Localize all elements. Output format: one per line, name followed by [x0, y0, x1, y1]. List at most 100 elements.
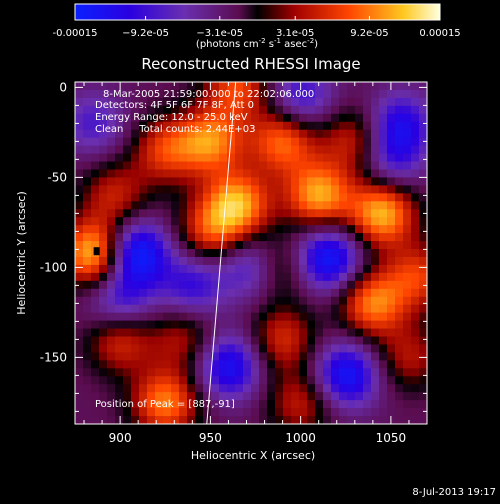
heatmap-cell [347, 368, 356, 377]
heatmap-cell [187, 368, 196, 377]
heatmap-cell [147, 336, 156, 346]
heatmap-cell [411, 368, 420, 377]
heatmap-cell [371, 137, 380, 147]
heatmap-cell [403, 249, 412, 258]
heatmap-cell [307, 177, 316, 186]
heatmap-cell [147, 137, 156, 147]
heatmap-cell [195, 105, 204, 115]
heatmap-cell [283, 113, 292, 123]
heatmap-cell [291, 352, 300, 361]
heatmap-cell [155, 145, 164, 155]
heatmap-cell [315, 392, 324, 401]
heatmap-cell [115, 209, 124, 218]
heatmap-cell [83, 217, 92, 226]
heatmap-cell [267, 121, 276, 131]
heatmap-cell [339, 169, 348, 179]
heatmap-cell [379, 82, 388, 91]
heatmap-cell [155, 416, 164, 424]
heatmap-cell [283, 376, 292, 385]
heatmap-cell [131, 360, 140, 369]
heatmap-cell [347, 304, 356, 314]
heatmap-cell [275, 400, 284, 409]
heatmap-cell [323, 400, 332, 409]
heatmap-cell [283, 97, 292, 107]
heatmap-cell [163, 225, 172, 234]
heatmap-cell [211, 344, 220, 354]
heatmap-cell [291, 193, 300, 202]
heatmap-cell [315, 233, 324, 242]
heatmap-cell [123, 185, 132, 194]
heatmap-cell [251, 416, 260, 424]
heatmap-cell [379, 256, 388, 266]
heatmap-cell [227, 392, 236, 401]
heatmap-cell [235, 82, 244, 91]
heatmap-cell [171, 328, 180, 338]
heatmap-cell [307, 241, 316, 250]
heatmap-cell [179, 384, 188, 393]
heatmap-cell [363, 368, 372, 377]
heatmap-cell [379, 177, 388, 186]
heatmap-cell [91, 177, 100, 186]
heatmap-cell [219, 201, 228, 210]
heatmap-cell [339, 161, 348, 171]
heatmap-cell [219, 97, 228, 107]
heatmap-cell [235, 288, 244, 298]
heatmap-cell [219, 336, 228, 346]
heatmap-cell [355, 225, 364, 234]
heatmap-cell [331, 256, 340, 266]
heatmap-cell [235, 145, 244, 155]
heatmap-cell [99, 249, 108, 258]
heatmap-cell [91, 272, 100, 282]
heatmap-cell [147, 256, 156, 266]
heatmap-cell [267, 137, 276, 147]
heatmap-cell [227, 256, 236, 266]
heatmap-cell [371, 280, 380, 290]
heatmap-cell [195, 320, 204, 330]
heatmap-cell [243, 312, 252, 322]
heatmap-cell [195, 121, 204, 131]
heatmap-cell [243, 121, 252, 131]
heatmap-cell [411, 121, 420, 131]
heatmap-cell [275, 153, 284, 163]
heatmap-cell [339, 304, 348, 314]
heatmap-cell [227, 145, 236, 155]
heatmap-cell [387, 264, 396, 274]
heatmap-cell [139, 201, 148, 210]
heatmap-cell [251, 336, 260, 346]
heatmap-cell [371, 320, 380, 330]
heatmap-cell [107, 328, 116, 338]
heatmap-cell [99, 201, 108, 210]
heatmap-cell [315, 201, 324, 210]
heatmap-cell [419, 161, 427, 171]
heatmap-cell [419, 82, 427, 91]
heatmap-cell [83, 400, 92, 409]
heatmap-cell [123, 225, 132, 234]
heatmap-cell [219, 304, 228, 314]
heatmap-cell [363, 82, 372, 91]
heatmap-cell [147, 360, 156, 369]
heatmap-cell [259, 233, 268, 242]
heatmap-cell [267, 416, 276, 424]
heatmap-cell [363, 328, 372, 338]
heatmap-cell [259, 129, 268, 139]
heatmap-cell [259, 217, 268, 226]
heatmap-cell [243, 320, 252, 330]
heatmap-cell [83, 360, 92, 369]
heatmap-cell [243, 408, 252, 417]
heatmap-cell [355, 264, 364, 274]
heatmap-cell [403, 225, 412, 234]
heatmap-cell [419, 121, 427, 131]
heatmap-cell [379, 368, 388, 377]
heatmap-cell [251, 129, 260, 139]
heatmap-cell [99, 177, 108, 186]
heatmap-cell [283, 408, 292, 417]
heatmap-cell [131, 264, 140, 274]
heatmap-cell [283, 416, 292, 424]
heatmap-cell [147, 328, 156, 338]
heatmap-cell [75, 129, 84, 139]
heatmap-cell [331, 249, 340, 258]
heatmap-cell [315, 400, 324, 409]
heatmap-cell [307, 264, 316, 274]
heatmap-cell [307, 161, 316, 171]
heatmap-cell [115, 193, 124, 202]
